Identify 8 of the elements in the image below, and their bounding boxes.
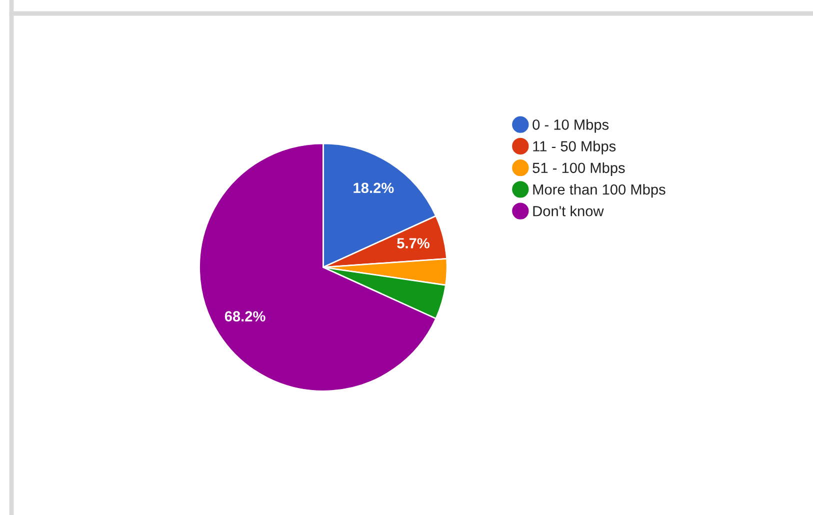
data-label: 68.2% [224, 311, 266, 322]
legend-label: Don't know [533, 206, 604, 216]
legend-label: 0 - 10 Mbps [532, 119, 609, 133]
legend-label: More than 100 Mbps [533, 184, 666, 198]
legend-label: 11 - 50 Mbps [533, 140, 616, 154]
data-label: 18.2% [354, 182, 394, 194]
data-label: 5.7% [397, 238, 430, 248]
legend-label: 51 - 100 Mbps [532, 162, 625, 176]
